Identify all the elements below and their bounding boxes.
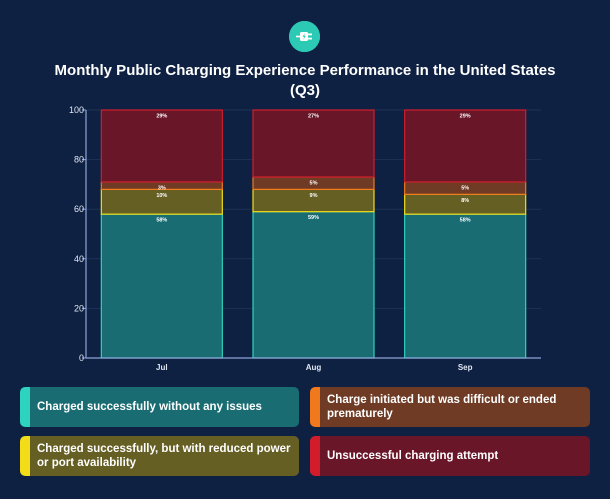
legend-swatch (310, 436, 320, 476)
legend-item-unsuccessful: Unsuccessful charging attempt (310, 436, 590, 476)
ev-plug-icon (289, 21, 320, 52)
legend-swatch (20, 436, 30, 476)
legend-label: Charged successfully, but with reduced p… (37, 443, 291, 469)
legend-swatch (310, 387, 320, 427)
data-label: 58% (460, 218, 471, 224)
bar-segment (404, 109, 527, 183)
y-tick-label: 100 (69, 105, 84, 115)
x-tick-label: Sep (458, 363, 473, 372)
data-label: 5% (461, 185, 469, 191)
bar-segment (100, 188, 223, 215)
bar-segment (252, 211, 375, 359)
data-label: 59% (308, 215, 319, 221)
bar-segment (404, 213, 527, 359)
x-tick-label: Aug (306, 363, 322, 372)
data-label: 10% (156, 193, 167, 199)
y-tick-label: 40 (74, 254, 84, 264)
data-label: 27% (308, 114, 319, 120)
legend-label: Unsuccessful charging attempt (327, 450, 499, 462)
data-label: 58% (156, 218, 167, 224)
y-tick-label: 0 (79, 353, 84, 363)
bar-segment (100, 109, 223, 183)
legend-item-reduced-power: Charged successfully, but with reduced p… (20, 436, 299, 476)
y-tick-label: 60 (74, 204, 84, 214)
legend-label: Charged successfully without any issues (37, 401, 262, 413)
legend-swatch (20, 387, 30, 427)
legend-item-difficult: Charge initiated but was difficult or en… (310, 387, 590, 427)
stacked-bar-chart: 58% 10% 3% 29% Jul 59% 9% 5% 27% Aug 58% 8% 5% 29% Sep… (69, 105, 541, 372)
legend-label: Charge initiated but was difficult or en… (327, 394, 557, 420)
chart-title: Monthly Public Charging Experience Perfo… (54, 62, 556, 99)
data-label: 29% (156, 114, 167, 120)
bar-segment (100, 213, 223, 359)
bar-segment (252, 109, 375, 178)
data-label: 5% (310, 180, 318, 186)
y-tick-label: 20 (74, 303, 84, 313)
data-label: 29% (460, 114, 471, 120)
data-label: 9% (310, 193, 318, 199)
y-tick-label: 80 (74, 155, 84, 165)
x-tick-label: Jul (156, 363, 168, 372)
data-label: 8% (461, 198, 469, 204)
legend-item-no-issues: Charged successfully without any issues (20, 387, 299, 427)
data-label: 3% (158, 185, 166, 191)
